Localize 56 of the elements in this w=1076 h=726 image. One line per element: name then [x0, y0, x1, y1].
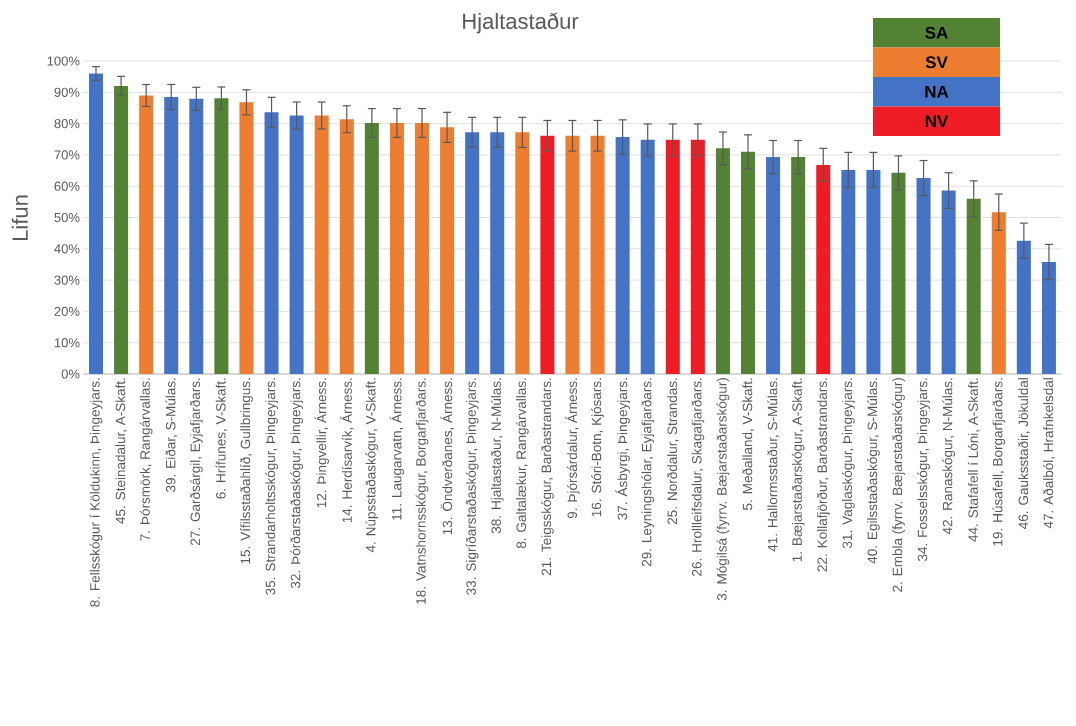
x-tick-label: 32. Þórðarstaðaskógur, Þingeyjars. [290, 378, 303, 589]
y-tick-label: 20% [54, 306, 80, 316]
x-tick-label: 31. Vaglaskógur, Þingeyjars. [841, 378, 855, 549]
x-tick-label: 5. Meðalland, V-Skaft. [742, 378, 754, 510]
y-tick-label: 100% [47, 56, 80, 66]
x-tick-label: 42. Ranaskógur, N-Múlas. [942, 378, 955, 535]
x-tick-label: 11. Laugarvatn, Árness. [389, 378, 405, 520]
x-tick-label: 14. Herdísarvík, Árness. [340, 378, 354, 523]
x-tick-label: 8. Fellsskógur í Köldukinn, Þingeyjars. [89, 378, 103, 607]
y-tick-label: 40% [54, 244, 80, 254]
x-tick-label: 35. Strandarholtsskógur, Þingeyjars. [265, 378, 278, 595]
x-tick-label: 19. Húsafell, Borgarfjarðars. [992, 378, 1006, 546]
x-tick-label: 9. Þjórsárdalur, Árness. [565, 378, 580, 519]
x-tick-label: 22. Kollafjörður, Barðastrandars. [816, 378, 830, 572]
x-tick-label: 1. Bæjarstaðarskógur, A-Skaft. [791, 378, 805, 562]
x-tick-label: 33. Sigríðarstaðaskógur, Þingeyjars. [465, 378, 479, 595]
x-tick-label: 7. Þórsmörk, Rangárvallas. [139, 378, 153, 541]
y-tick-label: 10% [54, 338, 80, 348]
x-tick-label: 44. Stafafell í Lóni, A-Skaft. [967, 378, 980, 542]
y-axis-title: Lifun [11, 195, 28, 241]
x-tick-label: 8. Galtalækur, Rangárvallas. [515, 378, 529, 549]
y-tick-label: 0% [61, 369, 80, 379]
x-tick-label: 21. Teigsskógur, Barðastrandars. [540, 378, 554, 576]
x-tick-label: 40. Egilsstaðaskógur, S-Múlas. [867, 378, 880, 564]
x-tick-label: 26. Hrollleifsdalur, Skagafjarðars. [691, 378, 705, 576]
y-tick-label: 30% [54, 275, 80, 285]
x-tick-label: 3. Mógilsá (fyrrv. Bæjarstaðarskógur) [716, 378, 730, 601]
x-tick-label: 46. Gauksstaðir, Jökuldal [1018, 378, 1030, 529]
x-tick-label: 25. Norðdalur, Strandas. [666, 378, 679, 525]
y-tick-label: 80% [54, 118, 80, 129]
x-tick-label: 29. Leyningshólar, Eyjafjarðars. [641, 378, 655, 567]
x-tick-label: 27. Garðsárgil, Eyjafjarðars. [189, 378, 203, 546]
y-tick-label: 90% [54, 87, 80, 97]
x-tick-label: 13. Öndverðanes, Árness. [440, 378, 454, 535]
y-tick-label: 60% [54, 181, 80, 191]
x-tick-label: 38. Hjaltastaður, N-Múlas. [490, 378, 504, 534]
x-tick-label: 2. Embla (fyrrv. Bæjarstaðarskógur) [892, 378, 905, 592]
chart-title: Hjaltastaður [463, 12, 579, 34]
y-tick-label: 50% [54, 212, 80, 223]
x-tick-label: 41. Hallormsstaður, S-Múlas. [767, 378, 779, 552]
x-tick-label: 34. Fosselsskógur, Þingeyjars. [917, 378, 930, 562]
x-tick-label: 12. Þingvellir, Árness. [314, 378, 329, 508]
x-tick-label: 6. Hrífunes, V-Skaft. [215, 378, 228, 499]
text: SV [925, 56, 948, 69]
text: NA [925, 85, 949, 98]
x-tick-label: 16. Stóri-Botn, Kjósars. [591, 378, 604, 517]
x-tick-label: 18. Vatnshornsskógur, Borgarfjarðars. [415, 378, 429, 604]
x-tick-label: 45. Steinadalur, A-Skaft. [115, 378, 127, 524]
text: SA [925, 26, 948, 39]
y-tick-label: 70% [54, 150, 80, 160]
text: NV [925, 115, 949, 128]
x-tick-label: 4. Núpsstaðaskógur, V-Skaft. [365, 378, 379, 553]
x-tick-label: 37. Ásbyrgi, Þingeyjars. [615, 378, 630, 520]
x-tick-label: 15. Vífilsstaðahlíð, Gullbringus. [240, 378, 253, 564]
x-tick-label: 39. Eiðar, S-Múlas. [165, 378, 178, 492]
x-tick-label: 47. Aðalból, Hrafnkelsdal [1043, 378, 1055, 529]
